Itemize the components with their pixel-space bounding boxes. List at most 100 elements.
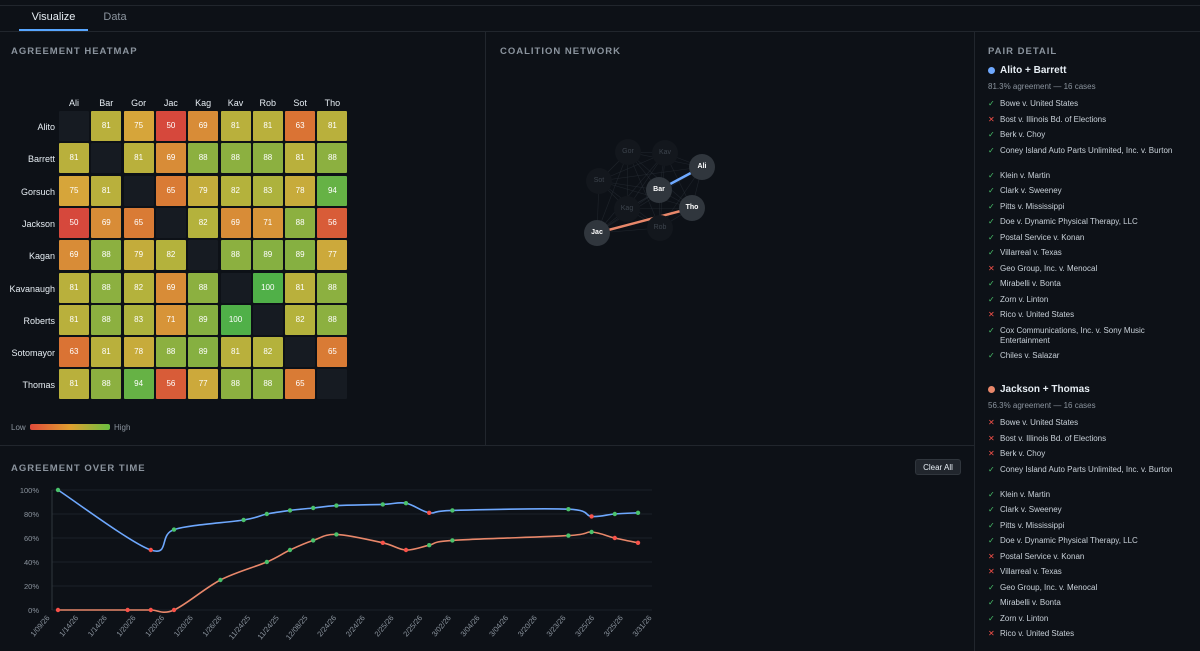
heatmap-cell[interactable]: 56 — [155, 369, 186, 400]
heatmap-cell[interactable]: 81 — [59, 272, 89, 303]
heatmap-cell[interactable]: 82 — [252, 337, 283, 368]
heatmap-cell[interactable] — [188, 240, 219, 271]
heatmap-cell[interactable]: 71 — [155, 304, 186, 335]
heatmap-cell[interactable]: 81 — [220, 337, 251, 368]
heatmap-cell[interactable]: 81 — [59, 369, 89, 400]
heatmap-cell[interactable]: 81 — [285, 143, 316, 174]
heatmap-cell[interactable]: 63 — [59, 337, 89, 368]
heatmap-cell[interactable]: 88 — [91, 240, 122, 271]
network-node[interactable]: Tho — [679, 195, 705, 221]
heatmap-cell[interactable]: 50 — [59, 207, 89, 238]
heatmap-cell[interactable]: 63 — [285, 111, 316, 141]
heatmap-cell[interactable]: 81 — [91, 175, 122, 206]
heatmap-cell[interactable]: 81 — [91, 111, 122, 141]
heatmap-cell[interactable]: 81 — [317, 111, 348, 141]
heatmap-cell[interactable]: 81 — [59, 143, 89, 174]
heatmap-cell[interactable]: 82 — [155, 240, 186, 271]
pair-detail-scrollbar[interactable] — [1195, 32, 1200, 651]
heatmap-cell[interactable]: 77 — [317, 240, 348, 271]
heatmap-cell[interactable]: 88 — [220, 143, 251, 174]
heatmap-cell[interactable]: 89 — [252, 240, 283, 271]
heatmap-cell[interactable]: 88 — [91, 272, 122, 303]
heatmap-cell[interactable]: 82 — [123, 272, 154, 303]
heatmap-cell[interactable] — [59, 111, 89, 141]
heatmap-cell[interactable]: 88 — [252, 369, 283, 400]
heatmap-cell[interactable]: 69 — [155, 143, 186, 174]
heatmap-cell[interactable]: 65 — [155, 175, 186, 206]
clear-all-button[interactable]: Clear All — [915, 459, 961, 475]
heatmap-cell[interactable]: 94 — [123, 369, 154, 400]
heatmap-cell[interactable]: 89 — [188, 304, 219, 335]
heatmap-cell[interactable] — [123, 175, 154, 206]
heatmap-cell[interactable]: 100 — [252, 272, 283, 303]
heatmap-cell[interactable]: 88 — [220, 369, 251, 400]
heatmap-cell[interactable]: 79 — [188, 175, 219, 206]
heatmap-cell[interactable]: 88 — [252, 143, 283, 174]
heatmap-cell[interactable]: 75 — [59, 175, 89, 206]
heatmap-cell[interactable]: 88 — [91, 369, 122, 400]
tab-visualize[interactable]: Visualize — [19, 6, 88, 31]
cross-icon: ✕ — [988, 263, 995, 273]
heatmap-cell[interactable]: 89 — [188, 337, 219, 368]
heatmap-cell[interactable]: 69 — [155, 272, 186, 303]
heatmap-cell[interactable]: 81 — [285, 272, 316, 303]
heatmap-cell[interactable] — [91, 143, 122, 174]
heatmap-cell[interactable]: 69 — [59, 240, 89, 271]
heatmap-cell[interactable]: 78 — [285, 175, 316, 206]
heatmap-cell[interactable]: 81 — [59, 304, 89, 335]
heatmap-cell[interactable]: 88 — [155, 337, 186, 368]
heatmap-cell[interactable] — [252, 304, 283, 335]
heatmap-cell[interactable]: 78 — [123, 337, 154, 368]
heatmap-cell[interactable]: 77 — [188, 369, 219, 400]
heatmap-cell[interactable]: 65 — [285, 369, 316, 400]
heatmap-cell[interactable]: 89 — [285, 240, 316, 271]
heatmap-cell[interactable]: 69 — [188, 111, 219, 141]
heatmap-cell[interactable]: 88 — [317, 272, 348, 303]
heatmap-cell[interactable]: 81 — [91, 337, 122, 368]
heatmap-cell[interactable]: 50 — [155, 111, 186, 141]
heatmap-cell[interactable] — [317, 369, 348, 400]
network-node[interactable]: Jac — [584, 220, 610, 246]
network-node[interactable]: Gor — [615, 139, 641, 165]
heatmap-cell[interactable] — [155, 207, 186, 238]
network-node[interactable]: Kav — [652, 140, 678, 166]
heatmap-cell[interactable]: 65 — [123, 207, 154, 238]
heatmap-cell[interactable]: 88 — [220, 240, 251, 271]
tab-data[interactable]: Data — [103, 11, 127, 23]
heatmap-cell[interactable]: 88 — [317, 304, 348, 335]
heatmap-cell[interactable]: 88 — [285, 207, 316, 238]
heatmap-cell[interactable]: 82 — [285, 304, 316, 335]
heatmap-cell[interactable]: 88 — [317, 143, 348, 174]
heatmap-cell[interactable]: 56 — [317, 207, 348, 238]
case-name: Pitts v. Mississippi — [1000, 201, 1065, 211]
heatmap-cell[interactable]: 88 — [188, 272, 219, 303]
network-node[interactable]: Sot — [586, 168, 612, 194]
heatmap-cell[interactable] — [285, 337, 316, 368]
heatmap-cell[interactable]: 88 — [91, 304, 122, 335]
heatmap-cell[interactable] — [220, 272, 251, 303]
cross-icon: ✕ — [988, 433, 995, 443]
top-divider — [0, 5, 1200, 6]
heatmap-cell[interactable]: 88 — [188, 143, 219, 174]
pair-title[interactable]: Jackson + Thomas — [1000, 384, 1090, 395]
heatmap-cell[interactable]: 69 — [91, 207, 122, 238]
network-node[interactable]: Rob — [647, 215, 673, 241]
heatmap-cell[interactable]: 82 — [220, 175, 251, 206]
heatmap-cell[interactable]: 81 — [220, 111, 251, 141]
heatmap-cell[interactable]: 83 — [123, 304, 154, 335]
heatmap-cell[interactable]: 69 — [220, 207, 251, 238]
heatmap-cell[interactable]: 75 — [123, 111, 154, 141]
heatmap-cell[interactable]: 81 — [252, 111, 283, 141]
heatmap-cell[interactable]: 100 — [220, 304, 251, 335]
network-node[interactable]: Bar — [646, 177, 672, 203]
heatmap-cell[interactable]: 83 — [252, 175, 283, 206]
heatmap-cell[interactable]: 65 — [317, 337, 348, 368]
pair-title[interactable]: Alito + Barrett — [1000, 65, 1067, 76]
heatmap-cell[interactable]: 94 — [317, 175, 348, 206]
heatmap-cell[interactable]: 71 — [252, 207, 283, 238]
network-node[interactable]: Ali — [689, 154, 715, 180]
heatmap-cell[interactable]: 81 — [123, 143, 154, 174]
network-node[interactable]: Kag — [614, 196, 640, 222]
heatmap-cell[interactable]: 82 — [188, 207, 219, 238]
heatmap-cell[interactable]: 79 — [123, 240, 154, 271]
